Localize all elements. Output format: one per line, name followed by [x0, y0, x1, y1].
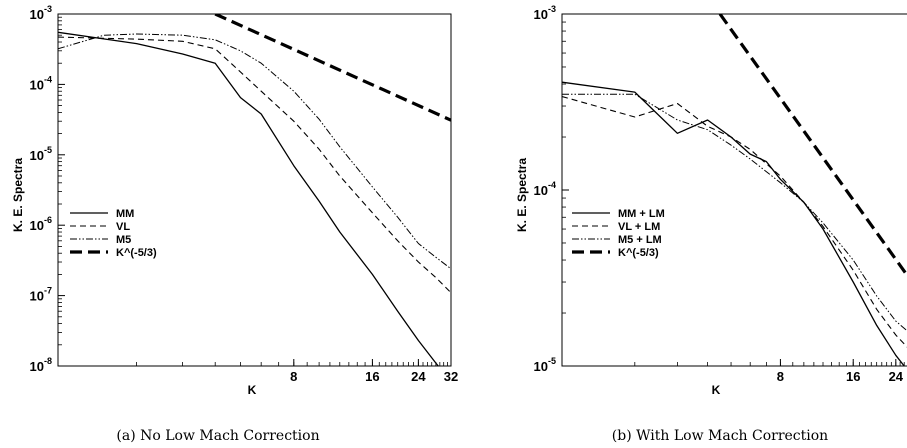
x-tick-label: 8: [290, 369, 297, 384]
series-group-b: [562, 14, 907, 366]
legend-label: K^(-5/3): [618, 247, 659, 259]
series-line: [562, 81, 906, 366]
legend-label: K^(-5/3): [116, 247, 157, 259]
plot-frame-a: [57, 13, 452, 367]
x-axis-label-b: K: [712, 383, 721, 397]
legend-label: MM + LM: [618, 208, 665, 220]
series-line: [214, 14, 451, 122]
legend-label: M5 + LM: [618, 234, 662, 246]
y-tick-label: 10-3: [30, 4, 52, 22]
legend-label: MM: [116, 208, 134, 220]
y-tick-label: 10-7: [30, 286, 52, 304]
x-axis-label-a: K: [248, 383, 257, 397]
y-axis-label-b: K. E. Spectra: [515, 158, 529, 232]
x-tick-label: 24: [889, 369, 904, 384]
series-group-a: [58, 14, 451, 366]
panel-a: K. E. Spectra K (a) No Low Mach Correcti…: [11, 158, 320, 444]
series-line: [718, 14, 907, 278]
legend-label: VL + LM: [618, 221, 660, 233]
y-tick-label: 10-4: [30, 74, 52, 92]
y-tick-label: 10-5: [30, 145, 52, 163]
legend-label: M5: [116, 234, 131, 246]
panel-b: K. E. Spectra K (b) With Low Mach Correc…: [515, 158, 828, 444]
caption-a: (a) No Low Mach Correction: [116, 428, 319, 444]
y-tick-label: 10-5: [534, 356, 556, 374]
y-tick-label: 10-4: [534, 180, 556, 198]
y-tick-label: 10-6: [30, 215, 52, 233]
series-line: [58, 36, 451, 294]
y-axis-label-a: K. E. Spectra: [11, 158, 25, 232]
legend-label: VL: [116, 221, 130, 233]
y-tick-label: 10-8: [30, 356, 52, 374]
y-tick-label: 10-3: [534, 4, 556, 22]
series-line: [562, 95, 907, 348]
x-tick-label: 8: [777, 369, 784, 384]
x-tick-label: 32: [444, 369, 458, 384]
caption-b: (b) With Low Mach Correction: [612, 428, 828, 444]
series-line: [562, 93, 907, 332]
x-tick-label: 16: [365, 369, 379, 384]
x-tick-label: 24: [411, 369, 426, 384]
x-tick-label: 16: [846, 369, 860, 384]
plot-frame-b: [561, 13, 907, 367]
series-line: [58, 31, 440, 366]
